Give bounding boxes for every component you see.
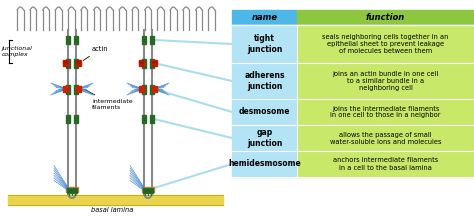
Bar (142, 84, 146, 94)
Bar (150, 59, 154, 67)
Bar (76, 60, 81, 66)
Bar (74, 59, 78, 67)
Text: joins the intermediate filaments
in one cell to those in a neighbor: joins the intermediate filaments in one … (330, 105, 441, 118)
Bar (66, 36, 70, 44)
Bar (142, 187, 154, 192)
Bar (8, 195, 223, 205)
Text: intermediate
filaments: intermediate filaments (84, 89, 133, 110)
Bar (232, 151, 297, 177)
Bar (297, 10, 474, 25)
Text: basal lamina: basal lamina (91, 207, 133, 213)
Bar (142, 36, 146, 44)
Text: junctional
complex: junctional complex (2, 46, 33, 57)
Bar (139, 60, 144, 66)
Bar (74, 115, 78, 123)
Bar (143, 187, 153, 192)
Bar (66, 59, 70, 67)
Text: tight
junction: tight junction (247, 34, 282, 54)
Text: actin: actin (83, 46, 109, 61)
Bar (76, 86, 81, 92)
Text: gap
junction: gap junction (247, 128, 282, 148)
Bar (150, 84, 154, 94)
Bar (297, 125, 474, 151)
Bar (142, 59, 146, 67)
Bar (74, 84, 78, 94)
Bar (232, 63, 297, 99)
Bar (297, 99, 474, 125)
Bar (297, 63, 474, 99)
Bar (297, 151, 474, 177)
Bar (232, 25, 297, 63)
Bar (67, 187, 77, 192)
Text: adherens
junction: adherens junction (244, 71, 285, 91)
Text: seals neighboring cells together in an
epithelial sheet to prevent leakage
of mo: seals neighboring cells together in an e… (322, 34, 449, 54)
Bar (152, 60, 157, 66)
Text: joins an actin bundle in one cell
to a similar bundle in a
neighboring cell: joins an actin bundle in one cell to a s… (332, 71, 438, 91)
Bar (66, 187, 78, 192)
Bar (297, 25, 474, 63)
Text: name: name (252, 13, 277, 22)
Bar (74, 36, 78, 44)
Bar (150, 115, 154, 123)
Text: allows the passage of small
water-soluble ions and molecules: allows the passage of small water-solubl… (330, 132, 441, 145)
Bar (66, 115, 70, 123)
Text: anchors intermediate filaments
in a cell to the basal lamina: anchors intermediate filaments in a cell… (333, 158, 438, 171)
Bar (232, 10, 297, 25)
Bar (63, 60, 68, 66)
Bar (63, 86, 68, 92)
Bar (232, 125, 297, 151)
Text: function: function (366, 13, 405, 22)
Bar (139, 86, 144, 92)
Bar (152, 86, 157, 92)
Bar (142, 115, 146, 123)
Bar (150, 36, 154, 44)
Text: hemidesmosome: hemidesmosome (228, 159, 301, 168)
Bar (66, 84, 70, 94)
Text: desmosome: desmosome (239, 107, 290, 117)
Bar (232, 99, 297, 125)
